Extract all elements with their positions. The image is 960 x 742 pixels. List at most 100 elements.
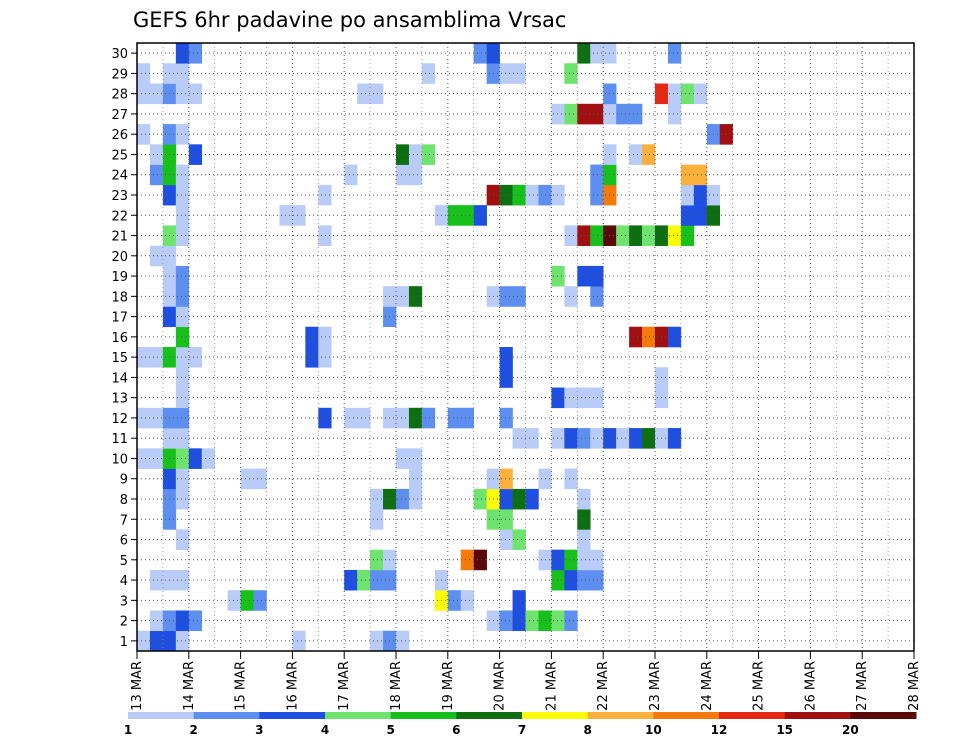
y-axis: 1234567891011121314151617181920212223242… xyxy=(111,47,137,650)
cell-member-1-step-20.5 xyxy=(396,630,410,652)
cell-member-15-step-28.5 xyxy=(499,347,513,368)
cell-member-8-step-28.5 xyxy=(499,488,513,510)
x-tick-label: 28 MAR xyxy=(907,661,922,711)
cell-member-21-step-41.5 xyxy=(667,225,682,246)
cell-member-8-step-26.5 xyxy=(473,488,487,510)
cell-member-1-step-0.5 xyxy=(137,630,151,652)
y-tick-label: 20 xyxy=(111,250,128,265)
cell-member-3-step-24.5 xyxy=(447,590,462,611)
cell-member-16-step-14.5 xyxy=(318,326,332,348)
cell-member-6-step-3.5 xyxy=(175,529,190,550)
cell-member-5-step-25.5 xyxy=(460,549,474,571)
cell-member-25-step-38.5 xyxy=(629,144,643,165)
cell-member-22-step-43.5 xyxy=(693,205,708,226)
cell-member-30-step-3.5 xyxy=(175,43,190,64)
x-tick-label: 22 MAR xyxy=(596,661,611,711)
y-tick-label: 30 xyxy=(111,47,128,62)
cell-member-29-step-3.5 xyxy=(175,63,190,84)
cell-member-1-step-18.5 xyxy=(370,630,384,652)
y-tick-label: 3 xyxy=(120,594,128,609)
colorbar-swatch-4 xyxy=(325,712,392,719)
x-tick-label: 16 MAR xyxy=(285,661,300,711)
cell-member-24-step-16.5 xyxy=(344,164,358,186)
cell-member-2-step-32.5 xyxy=(551,610,565,632)
colorbar-swatch-10 xyxy=(653,712,720,719)
x-tick-label: 14 MAR xyxy=(182,661,197,711)
cell-member-11-step-29.5 xyxy=(512,428,526,449)
cell-member-22-step-26.5 xyxy=(473,205,487,226)
cell-member-14-step-28.5 xyxy=(499,367,513,388)
cell-member-15-step-3.5 xyxy=(175,347,190,368)
cell-member-12-step-1.5 xyxy=(149,407,164,429)
cell-member-8-step-18.5 xyxy=(370,488,384,510)
y-tick-label: 22 xyxy=(111,209,128,224)
colorbar-swatch-6 xyxy=(456,712,523,719)
colorbar-label: 15 xyxy=(776,723,793,737)
y-tick-label: 25 xyxy=(111,148,128,163)
cell-member-20-step-1.5 xyxy=(149,245,164,267)
colorbar-label: 2 xyxy=(189,723,197,737)
colorbar-label: 8 xyxy=(583,723,591,737)
cell-member-9-step-28.5 xyxy=(499,468,513,490)
cell-member-12-step-0.5 xyxy=(137,407,151,429)
cell-member-11-step-41.5 xyxy=(667,428,682,449)
cell-member-28-step-3.5 xyxy=(175,83,190,105)
y-tick-label: 14 xyxy=(111,371,128,386)
y-tick-label: 9 xyxy=(120,473,128,488)
x-tick-label: 26 MAR xyxy=(803,661,818,711)
y-tick-label: 29 xyxy=(111,67,128,82)
cell-member-3-step-29.5 xyxy=(512,590,526,611)
x-tick-label: 13 MAR xyxy=(130,661,145,711)
cell-member-13-step-32.5 xyxy=(551,387,565,409)
cell-member-10-step-20.5 xyxy=(396,448,410,469)
cell-member-24-step-3.5 xyxy=(175,164,190,186)
cell-member-10-step-3.5 xyxy=(175,448,190,469)
cell-member-3-step-25.5 xyxy=(460,590,474,611)
cell-member-1-step-12.5 xyxy=(292,630,306,652)
cell-member-16-step-38.5 xyxy=(629,326,643,348)
cell-member-9-step-9.5 xyxy=(253,468,267,490)
cell-member-12-step-25.5 xyxy=(460,407,474,429)
cell-member-24-step-21.5 xyxy=(408,164,423,186)
cell-member-11-step-33.5 xyxy=(564,428,578,449)
cell-member-6-step-28.5 xyxy=(499,529,513,550)
cell-member-24-step-20.5 xyxy=(396,164,410,186)
colorbar-label: 4 xyxy=(321,723,329,737)
cell-member-22-step-25.5 xyxy=(460,205,474,226)
cell-member-2-step-1.5 xyxy=(149,610,164,632)
cell-member-4-step-3.5 xyxy=(175,569,190,591)
cell-member-28-step-41.5 xyxy=(667,83,682,105)
y-tick-label: 8 xyxy=(120,493,128,508)
y-tick-label: 16 xyxy=(111,331,128,346)
y-tick-label: 11 xyxy=(111,432,128,447)
cell-member-18-step-29.5 xyxy=(512,286,526,307)
cell-member-9-step-33.5 xyxy=(564,468,578,490)
cell-member-16-step-41.5 xyxy=(667,326,682,348)
cell-member-14-step-3.5 xyxy=(175,367,190,388)
cell-member-23-step-43.5 xyxy=(693,184,708,206)
y-tick-label: 7 xyxy=(120,513,128,528)
y-tick-label: 13 xyxy=(111,392,128,407)
colorbar-swatch-3 xyxy=(259,712,326,719)
y-tick-label: 4 xyxy=(120,574,128,589)
cell-member-3-step-9.5 xyxy=(253,590,267,611)
cell-member-15-step-13.5 xyxy=(305,347,319,368)
cell-member-23-step-30.5 xyxy=(525,184,539,206)
cell-member-16-step-3.5 xyxy=(175,326,190,348)
colorbar-swatch-15 xyxy=(784,712,851,719)
cell-member-23-step-29.5 xyxy=(512,184,526,206)
cell-member-22-step-12.5 xyxy=(292,205,306,226)
y-tick-label: 17 xyxy=(111,311,128,326)
cell-member-16-step-13.5 xyxy=(305,326,319,348)
heatmap-cells xyxy=(137,43,733,652)
cell-member-25-step-22.5 xyxy=(421,144,436,165)
cell-member-10-step-0.5 xyxy=(137,448,151,469)
cell-member-13-step-34.5 xyxy=(577,387,591,409)
colorbar: 1 2 3 4 5 6 7 8 10 12 15 20 xyxy=(124,712,917,737)
cell-member-27-step-35.5 xyxy=(590,103,604,125)
cell-member-2-step-3.5 xyxy=(175,610,190,632)
cell-member-1-step-1.5 xyxy=(149,630,164,652)
cell-member-30-step-4.5 xyxy=(188,43,203,64)
cell-member-23-step-28.5 xyxy=(499,184,513,206)
cell-member-22-step-24.5 xyxy=(447,205,462,226)
